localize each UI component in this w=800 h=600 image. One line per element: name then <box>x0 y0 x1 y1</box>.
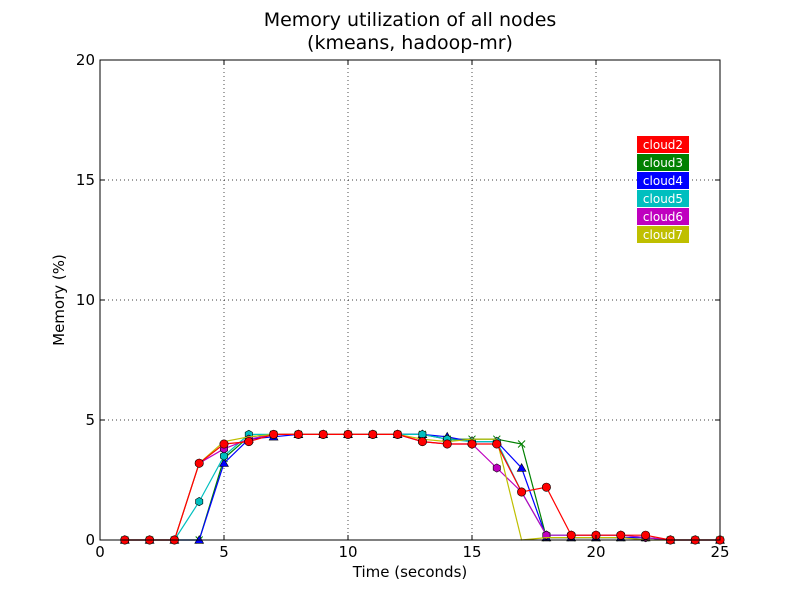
data-point-cloud2 <box>417 437 427 447</box>
y-tick-label: 10 <box>76 291 95 309</box>
data-point-cloud2 <box>442 439 452 449</box>
data-point-cloud4 <box>219 458 229 467</box>
legend-label-cloud2: cloud2 <box>643 138 683 152</box>
x-axis-label: Time (seconds) <box>352 563 468 581</box>
x-tick-label: 20 <box>586 543 605 561</box>
data-point-cloud2 <box>393 429 403 439</box>
data-point-cloud3 <box>517 440 526 448</box>
data-point-cloud2 <box>244 437 254 447</box>
data-point-cloud2 <box>194 458 204 468</box>
legend-label-cloud3: cloud3 <box>643 156 683 170</box>
data-point-cloud2 <box>467 439 477 449</box>
chart-subtitle: (kmeans, hadoop-mr) <box>307 32 513 54</box>
legend-swatch-cloud6 <box>637 208 689 225</box>
x-tick-label: 0 <box>95 543 105 561</box>
legend-label-cloud7: cloud7 <box>643 228 683 242</box>
data-point-cloud2 <box>219 439 229 449</box>
data-point-cloud2 <box>318 429 328 439</box>
legend: cloud2 cloud3 cloud4 cloud5 cloud6 cloud7 <box>637 136 689 243</box>
x-tick-label: 25 <box>710 543 729 561</box>
data-point-cloud2 <box>641 530 651 540</box>
legend-swatch-cloud2 <box>637 136 689 153</box>
legend-swatch-cloud7 <box>637 226 689 243</box>
x-tick-label: 15 <box>462 543 481 561</box>
data-point-cloud2 <box>566 530 576 540</box>
legend-swatch-cloud4 <box>637 172 689 189</box>
legend-label-cloud4: cloud4 <box>643 174 683 188</box>
axis-ticks: 0 5 10 15 20 25 0 5 10 15 20 <box>76 51 730 561</box>
y-tick-label: 5 <box>85 411 95 429</box>
x-tick-label: 10 <box>338 543 357 561</box>
y-tick-label: 0 <box>85 531 95 549</box>
legend-label-cloud6: cloud6 <box>643 210 683 224</box>
grid-lines <box>100 60 720 540</box>
data-point-cloud2 <box>368 429 378 439</box>
data-point-cloud4 <box>194 534 205 544</box>
data-point-cloud6 <box>492 463 501 473</box>
series-lines <box>119 429 725 545</box>
data-point-cloud5 <box>220 451 228 461</box>
data-point-cloud2 <box>517 487 527 497</box>
data-point-cloud2 <box>492 439 502 449</box>
data-point-cloud2 <box>343 429 353 439</box>
y-tick-label: 20 <box>76 51 95 69</box>
data-point-cloud2 <box>541 482 551 492</box>
data-point-cloud2 <box>616 530 626 540</box>
data-point-cloud2 <box>293 429 303 439</box>
y-axis-label: Memory (%) <box>50 254 68 346</box>
y-tick-label: 15 <box>76 171 95 189</box>
data-point-cloud2 <box>269 429 279 439</box>
legend-swatch-cloud3 <box>637 154 689 171</box>
data-point-cloud4 <box>516 462 527 472</box>
chart-title: Memory utilization of all nodes <box>264 9 557 31</box>
legend-label-cloud5: cloud5 <box>643 192 683 206</box>
legend-swatch-cloud5 <box>637 190 689 207</box>
data-point-cloud5 <box>195 497 204 507</box>
x-tick-label: 5 <box>219 543 229 561</box>
